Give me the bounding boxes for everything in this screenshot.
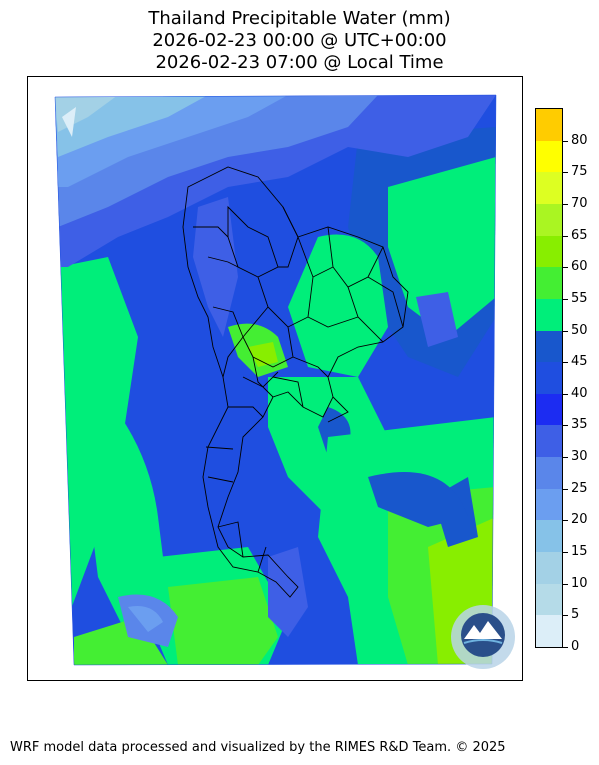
colorbar-segment	[536, 172, 562, 204]
colorbar-tick-label: 80	[571, 132, 588, 148]
colorbar-tick-label: 75	[571, 164, 588, 180]
colorbar-segment	[536, 203, 562, 236]
colorbar-tick	[563, 362, 568, 364]
colorbar-segment	[536, 520, 562, 553]
colorbar-tick-label: 55	[571, 290, 588, 306]
colorbar-segment	[536, 267, 562, 299]
map-title: Thailand Precipitable Water (mm)	[148, 8, 451, 29]
colorbar-segment	[536, 393, 562, 426]
colorbar-segment	[536, 109, 562, 141]
colorbar-tick-label: 25	[571, 480, 588, 496]
colorbar-tick	[563, 172, 568, 174]
colorbar-tick-label: 20	[571, 512, 588, 528]
colorbar-tick	[563, 552, 568, 554]
colorbar-tick-label: 0	[571, 639, 580, 654]
colorbar-tick	[563, 235, 568, 237]
colorbar-segment	[536, 552, 562, 584]
colorbar-tick	[563, 520, 568, 522]
colorbar-segment	[536, 425, 562, 458]
colorbar-segment	[536, 488, 562, 521]
colorbar-tick	[563, 330, 568, 332]
colorbar-tick-label: 35	[571, 417, 588, 433]
colorbar-tick	[563, 393, 568, 395]
colorbar-segment	[536, 615, 562, 647]
colorbar-tick-label: 45	[571, 354, 588, 370]
colorbar-tick-label: 50	[571, 322, 588, 338]
colorbar-segment	[536, 298, 562, 331]
precipitable-water-map	[54, 94, 515, 669]
pw-field	[55, 95, 496, 665]
colorbar-segment	[536, 583, 562, 616]
province-boundaries	[182, 166, 409, 598]
map-panel	[27, 76, 523, 681]
colorbar	[535, 108, 563, 648]
local-timestamp: 2026-02-23 07:00 @ Local Time	[155, 52, 444, 73]
colorbar-tick	[563, 583, 568, 585]
colorbar-segment	[536, 235, 562, 268]
footer-credit: WRF model data processed and visualized …	[10, 740, 506, 755]
colorbar-tick	[563, 203, 568, 205]
utc-timestamp: 2026-02-23 00:00 @ UTC+00:00	[152, 30, 447, 51]
colorbar-tick-label: 60	[571, 259, 588, 275]
colorbar-tick	[563, 488, 568, 490]
colorbar-tick-label: 30	[571, 449, 588, 465]
colorbar-tick-label: 5	[571, 607, 580, 623]
colorbar-segment	[536, 330, 562, 363]
colorbar-tick-label: 40	[571, 385, 588, 401]
colorbar-tick	[563, 140, 568, 142]
colorbar-tick-label: 15	[571, 544, 588, 560]
colorbar-tick	[563, 298, 568, 300]
colorbar-tick-label: 70	[571, 195, 588, 211]
colorbar-segment	[536, 457, 562, 489]
colorbar-tick	[563, 647, 568, 648]
colorbar-tick-label: 10	[571, 575, 588, 591]
colorbar-tick	[563, 457, 568, 459]
colorbar-tick	[563, 267, 568, 269]
colorbar-tick	[563, 615, 568, 617]
colorbar-segment	[536, 140, 562, 173]
rimes-logo	[451, 605, 515, 669]
colorbar-segment	[536, 362, 562, 394]
colorbar-tick-label: 65	[571, 227, 588, 243]
colorbar-tick	[563, 425, 568, 427]
